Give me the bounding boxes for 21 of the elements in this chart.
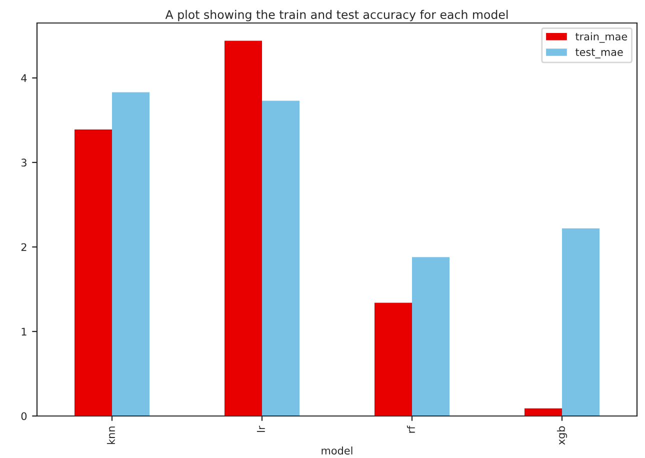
- y-tick-label: 4: [21, 74, 27, 82]
- bar: [262, 100, 300, 416]
- y-tick-label: 0: [21, 412, 27, 420]
- bar: [112, 92, 150, 416]
- y-tick-label: 2: [21, 243, 26, 251]
- chart-title: A plot showing the train and test accuracy for each model: [165, 10, 508, 22]
- bar: [224, 40, 262, 416]
- x-axis-title: model: [322, 446, 352, 455]
- x-tick-label: lr: [256, 426, 265, 432]
- bar: [524, 408, 562, 416]
- bar: [412, 257, 450, 416]
- legend-label: train_mae: [576, 32, 628, 43]
- bar: [562, 228, 600, 416]
- y-tick-label: 3: [21, 158, 26, 167]
- x-tick-label: knn: [106, 426, 115, 444]
- y-tick-label: 1: [22, 328, 26, 336]
- legend-label: test_mae: [576, 48, 623, 58]
- x-tick-label: rf: [406, 426, 415, 433]
- x-tick-label: xgb: [556, 426, 568, 445]
- bar: [74, 129, 112, 416]
- bar: [374, 302, 412, 416]
